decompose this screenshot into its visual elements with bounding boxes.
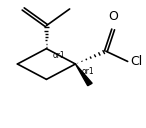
Text: or1: or1 — [81, 67, 94, 76]
Text: or1: or1 — [52, 51, 65, 60]
Polygon shape — [75, 64, 92, 86]
Text: O: O — [108, 10, 118, 23]
Text: Cl: Cl — [131, 55, 143, 68]
